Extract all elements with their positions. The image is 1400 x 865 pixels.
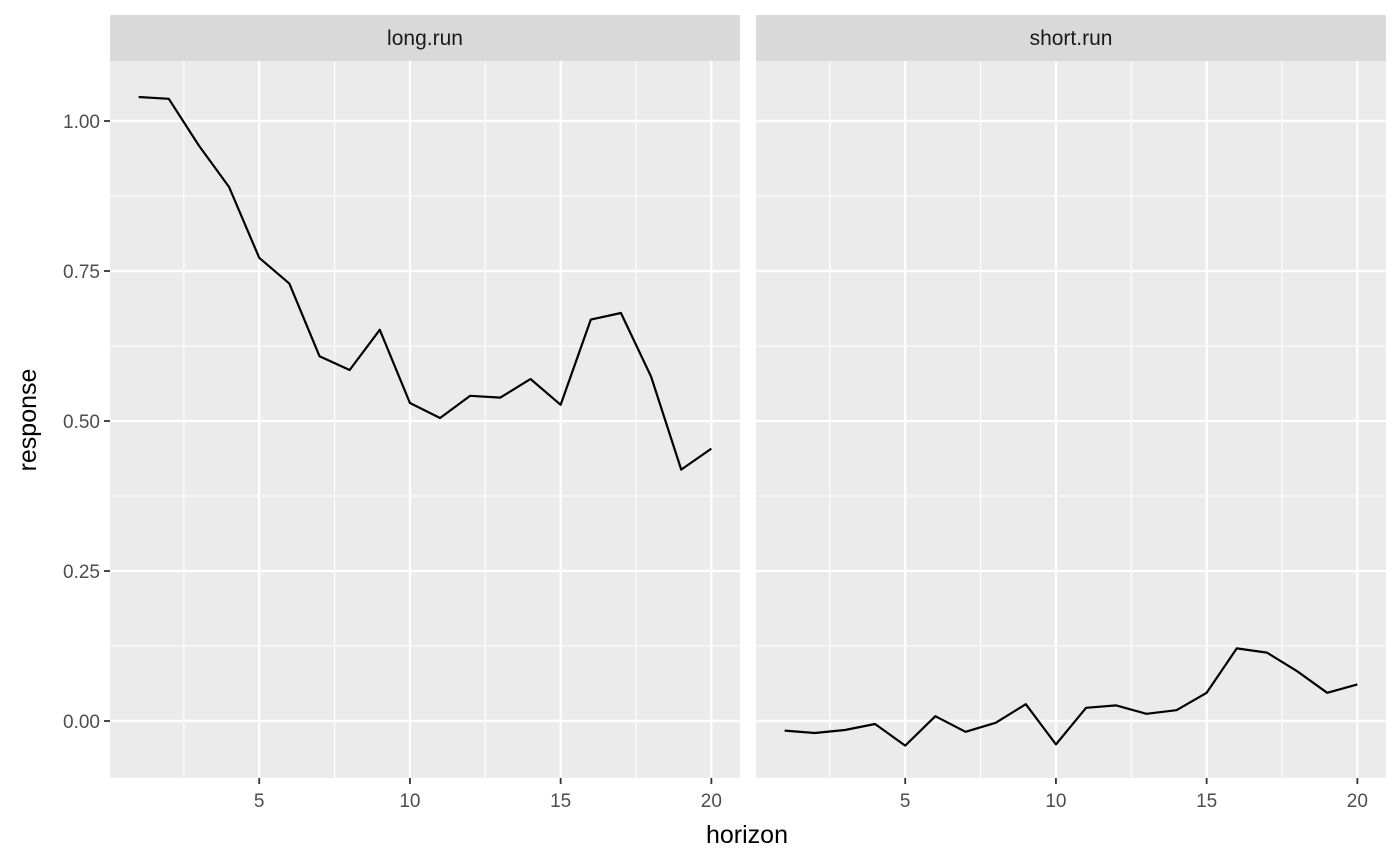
y-axis: 0.00 0.25 0.50 0.75 1.00 (63, 112, 110, 733)
facet-strip-label: long.run (387, 27, 463, 50)
x-tick-label: 15 (550, 791, 571, 812)
y-axis-title: response (14, 369, 42, 472)
x-tick-label: 10 (399, 791, 420, 812)
facet-strip (756, 15, 1386, 61)
x-tick-label: 5 (900, 791, 911, 812)
facet-strip-label: short.run (1030, 27, 1113, 50)
y-tick-label: 0.50 (63, 412, 100, 433)
x-tick-label: 20 (701, 791, 722, 812)
y-tick-label: 0.75 (63, 262, 100, 283)
panel-background (110, 61, 740, 778)
facet-panel-long-run: long.run (110, 15, 740, 778)
y-tick-label: 1.00 (63, 112, 100, 133)
x-tick-label: 15 (1196, 791, 1217, 812)
series-line-long-run (138, 95, 712, 471)
y-tick-label: 0.00 (63, 712, 100, 733)
x-tick-label: 10 (1045, 791, 1066, 812)
y-tick-label: 0.25 (63, 562, 100, 583)
facet-panels: long.run short.run (110, 15, 1386, 778)
x-axis-title: horizon (706, 821, 788, 849)
panel-background (756, 61, 1386, 778)
x-tick-label: 20 (1347, 791, 1368, 812)
facet-panel-short-run: short.run (756, 15, 1386, 778)
facet-strip (110, 15, 740, 61)
x-tick-label: 5 (254, 791, 265, 812)
x-axes: 5 10 15 20 5 10 15 20 (254, 778, 1368, 812)
series-line-short-run (784, 647, 1358, 747)
